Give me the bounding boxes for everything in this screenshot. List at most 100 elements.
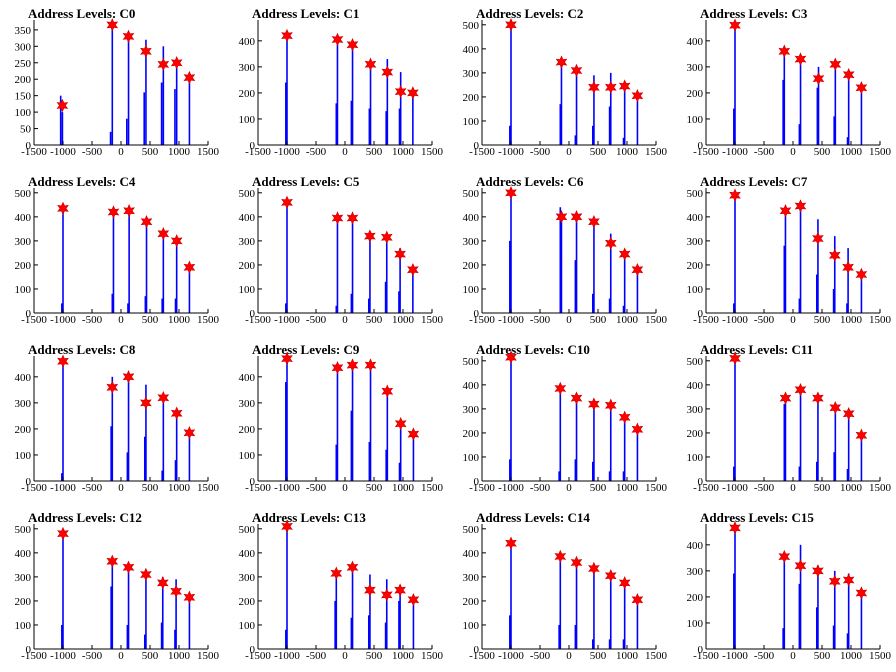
- x-tick-label: 500: [814, 314, 831, 326]
- peak-marker: [729, 188, 741, 202]
- y-tick-label: 200: [463, 260, 480, 272]
- x-tick-label: 1500: [869, 482, 892, 494]
- peak-marker: [855, 267, 868, 282]
- peak-marker: [855, 586, 868, 600]
- y-tick-label: 300: [687, 566, 704, 578]
- x-tick-label: 500: [366, 314, 383, 326]
- peak-marker: [394, 84, 407, 99]
- x-tick-label: 1000: [168, 146, 191, 158]
- x-tick-label: 1500: [421, 146, 444, 158]
- y-tick-label: 400: [15, 372, 32, 384]
- x-tick-label: -1500: [693, 146, 719, 158]
- peak-marker: [588, 214, 600, 229]
- x-tick-label: 1000: [840, 650, 863, 662]
- x-tick-label: -1500: [469, 146, 495, 158]
- peak-marker: [407, 592, 420, 607]
- y-tick-label: 0: [250, 140, 256, 152]
- y-tick-label: 0: [698, 140, 704, 152]
- x-tick-label: 1000: [616, 146, 639, 158]
- peak-marker: [631, 422, 644, 437]
- peak-marker: [779, 204, 792, 218]
- peak-marker: [812, 71, 825, 86]
- peak-marker: [140, 44, 152, 59]
- x-tick-label: -1500: [693, 650, 719, 662]
- histogram-chart: Address Levels: C8 0 100 200 300 400 -1500 -100…: [15, 342, 220, 494]
- panel-c1: Address Levels: C1 0 100 200 300 400 -1500 -100…: [224, 0, 448, 168]
- peak-marker: [570, 210, 583, 224]
- panel-c2: Address Levels: C2 0 100 200 300 400 500 -1500-…: [448, 0, 672, 168]
- x-tick-label: -1000: [50, 650, 76, 662]
- y-tick-label: 0: [698, 476, 704, 488]
- peak-marker: [631, 262, 644, 277]
- y-tick-label: 300: [15, 236, 32, 248]
- peak-marker: [170, 584, 182, 599]
- x-tick-label: 1500: [197, 650, 220, 662]
- x-tick-label: -500: [530, 314, 551, 326]
- peak-marker: [394, 583, 406, 597]
- x-tick-label: -1000: [50, 314, 76, 326]
- peak-marker: [604, 398, 617, 413]
- x-tick-label: 1000: [392, 146, 415, 158]
- peak-marker: [779, 391, 792, 405]
- x-tick-label: -1500: [21, 482, 47, 494]
- x-tick-label: 0: [118, 314, 124, 326]
- y-tick-label: 100: [463, 620, 480, 632]
- chart-title: Address Levels: C3: [700, 6, 808, 21]
- peak-marker: [631, 88, 644, 103]
- chart-title: Address Levels: C15: [700, 510, 814, 525]
- x-tick-label: -1000: [498, 314, 524, 326]
- x-tick-label: -500: [82, 146, 103, 158]
- x-tick-label: -500: [754, 482, 775, 494]
- peak-marker: [618, 79, 631, 93]
- peak-marker: [829, 57, 842, 72]
- x-tick-label: -1500: [469, 650, 495, 662]
- peak-marker: [829, 400, 842, 415]
- peak-marker: [407, 86, 419, 100]
- peak-marker: [394, 416, 407, 431]
- y-tick-label: 300: [239, 398, 256, 410]
- y-tick-label: 100: [15, 450, 32, 462]
- y-tick-label: 200: [15, 74, 32, 86]
- y-tick-label: 300: [463, 404, 480, 416]
- peak-marker: [555, 55, 568, 69]
- peak-marker: [122, 560, 135, 575]
- x-tick-label: 1500: [869, 146, 892, 158]
- peak-marker: [156, 576, 169, 590]
- y-tick-label: 200: [239, 88, 256, 100]
- histogram-chart: Address Levels: C14 0 100 200 300 400 500 -1500…: [463, 510, 668, 662]
- x-tick-label: 0: [342, 314, 348, 326]
- peak-marker: [157, 57, 170, 72]
- x-tick-label: 0: [118, 146, 124, 158]
- y-tick-label: 300: [687, 404, 704, 416]
- peak-marker: [183, 426, 196, 440]
- y-tick-label: 500: [15, 524, 32, 536]
- y-tick-label: 0: [474, 308, 480, 320]
- y-tick-label: 300: [687, 62, 704, 74]
- y-tick-label: 0: [26, 308, 32, 320]
- peak-marker: [346, 560, 359, 575]
- panel-c10: Address Levels: C10 0 100 200 300 400 500 -1500…: [448, 336, 672, 504]
- peak-marker: [778, 549, 791, 564]
- y-tick-label: 0: [26, 140, 32, 152]
- peak-marker: [140, 396, 152, 410]
- x-tick-label: 0: [790, 314, 796, 326]
- x-tick-label: 0: [790, 146, 796, 158]
- peak-marker: [794, 558, 807, 573]
- peak-marker: [281, 195, 293, 210]
- x-tick-label: 500: [814, 650, 831, 662]
- peak-marker: [281, 28, 293, 43]
- x-tick-label: 0: [342, 650, 348, 662]
- peak-marker: [604, 236, 617, 251]
- peak-marker: [106, 554, 119, 569]
- x-tick-label: 500: [814, 146, 831, 158]
- chart-title: Address Levels: C10: [476, 342, 590, 357]
- x-tick-label: -1000: [274, 482, 300, 494]
- peak-marker: [407, 262, 419, 277]
- x-tick-label: -1000: [722, 650, 748, 662]
- x-tick-label: -1000: [498, 650, 524, 662]
- peak-marker: [554, 381, 567, 396]
- y-tick-label: 300: [15, 41, 32, 53]
- peak-marker: [122, 29, 135, 44]
- y-tick-label: 0: [474, 476, 480, 488]
- y-tick-label: 500: [687, 188, 704, 200]
